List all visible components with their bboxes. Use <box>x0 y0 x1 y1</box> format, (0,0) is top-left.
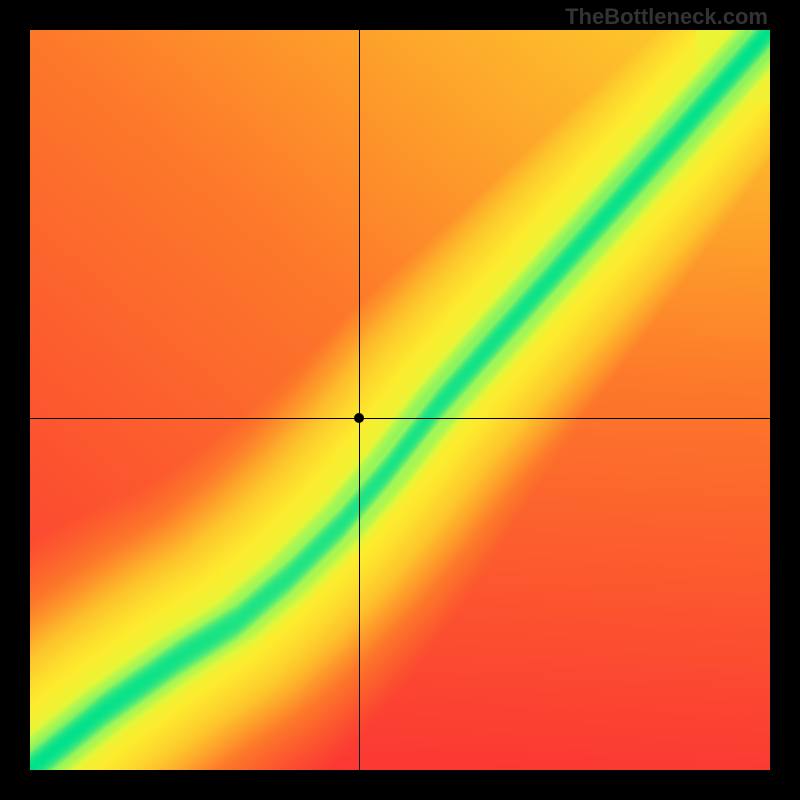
plot-area <box>30 30 770 770</box>
chart-container: TheBottleneck.com <box>0 0 800 800</box>
watermark-text: TheBottleneck.com <box>565 4 768 30</box>
crosshair-horizontal <box>30 418 770 419</box>
selection-marker <box>354 413 364 423</box>
heatmap-canvas <box>30 30 770 770</box>
crosshair-vertical <box>359 30 360 770</box>
